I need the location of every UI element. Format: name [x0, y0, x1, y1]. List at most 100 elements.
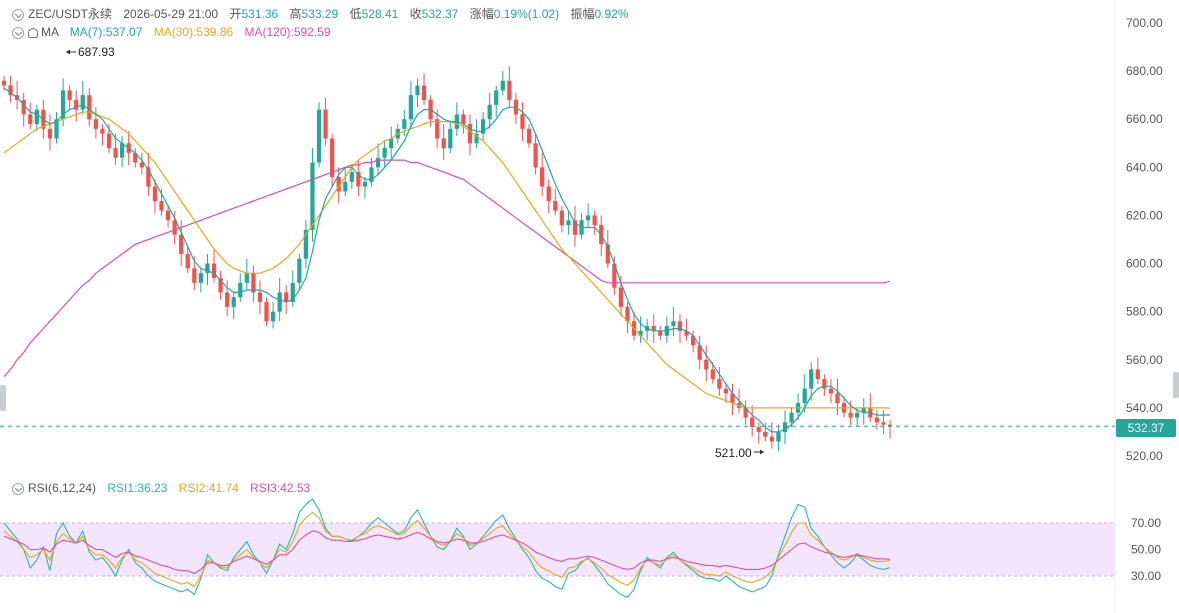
candle — [697, 335, 702, 370]
candle — [34, 104, 39, 132]
rsi-label: RSI(6,12,24) — [28, 481, 97, 495]
candle — [645, 318, 650, 341]
candle — [251, 265, 256, 303]
rsi-axis: 70.00 50.00 30.00 — [1131, 516, 1161, 583]
ma120-line — [3, 159, 891, 378]
rsi1-value: RSI1:36.23 — [107, 481, 168, 495]
symbol-label: ZEC/USDT永续 — [28, 7, 113, 21]
candle — [343, 167, 348, 197]
right-scroll-handle[interactable] — [1173, 372, 1179, 398]
candle — [553, 188, 558, 216]
candle — [625, 302, 630, 334]
change-value: 0.19%(1.02) — [493, 7, 560, 21]
open-value: 531.36 — [241, 7, 279, 21]
candle — [146, 152, 151, 197]
open-label: 开 — [229, 7, 242, 21]
ma120-value: MA(120):592.59 — [244, 25, 331, 39]
candle — [323, 97, 328, 146]
candle — [356, 160, 361, 197]
high-label: 高 — [289, 7, 302, 21]
close-label: 收 — [409, 7, 422, 21]
candle — [487, 92, 492, 129]
price-tick-label: 620.00 — [1126, 208, 1163, 222]
candle — [717, 366, 722, 396]
ma-label: MA — [41, 25, 59, 39]
candle — [244, 258, 249, 291]
collapse-toggle-icon[interactable] — [12, 9, 24, 21]
rsi-tick-label: 50.00 — [1131, 543, 1161, 557]
candle — [152, 179, 158, 214]
candle — [87, 87, 92, 127]
amplitude-value: 0.92% — [594, 7, 629, 21]
candle — [1, 75, 7, 91]
candle — [120, 136, 125, 168]
candle — [835, 379, 840, 416]
candle — [389, 126, 394, 161]
candle — [133, 148, 138, 168]
candle — [448, 121, 453, 153]
candle — [60, 78, 66, 127]
candle — [533, 133, 538, 175]
candle — [198, 268, 204, 293]
low-annotation: 521.00 — [715, 446, 764, 460]
alert-bell-icon[interactable] — [28, 28, 38, 38]
candle — [421, 73, 427, 105]
ma30-value: MA(30):539.86 — [153, 25, 234, 39]
candle — [415, 78, 420, 108]
candle — [316, 102, 322, 168]
candle — [93, 107, 98, 139]
candle — [67, 85, 72, 110]
high-annotation: 687.93 — [66, 45, 115, 59]
candle — [828, 379, 834, 404]
candle — [500, 71, 505, 96]
candle — [690, 330, 696, 353]
candle — [264, 297, 269, 327]
rsi-tick-label: 30.00 — [1131, 569, 1161, 583]
candle — [362, 176, 368, 199]
candle — [211, 249, 217, 283]
candle — [546, 179, 551, 214]
candle — [572, 205, 578, 247]
candle — [408, 80, 414, 129]
candle — [566, 210, 571, 235]
candle — [474, 119, 479, 149]
candle — [861, 398, 866, 425]
candle — [225, 280, 230, 317]
candle — [8, 75, 13, 103]
candle — [559, 205, 564, 233]
candle — [756, 422, 761, 444]
change-label: 涨幅 — [469, 7, 494, 21]
price-tick-label: 520.00 — [1126, 449, 1163, 463]
candle — [763, 422, 768, 442]
candle — [297, 253, 302, 291]
candle — [15, 80, 20, 110]
ma7-value: MA(7):537.07 — [69, 25, 143, 39]
price-tick-label: 640.00 — [1126, 160, 1163, 174]
candle — [74, 90, 79, 122]
price-tick-label: 700.00 — [1126, 16, 1163, 30]
candle — [441, 124, 446, 161]
candle — [743, 400, 748, 425]
rsi-tick-label: 70.00 — [1131, 516, 1161, 530]
ma-collapse-icon[interactable] — [12, 27, 24, 39]
candle — [336, 167, 341, 204]
price-tick-label: 680.00 — [1126, 64, 1163, 78]
rsi3-value: RSI3:42.53 — [250, 481, 311, 495]
left-scroll-handle[interactable] — [0, 385, 6, 411]
candle — [310, 148, 315, 242]
candle — [874, 410, 879, 430]
candle — [494, 85, 499, 117]
rsi-legend: RSI(6,12,24) RSI1:36.23 RSI2:41.74 RSI3:… — [0, 480, 310, 496]
candle — [710, 362, 715, 384]
price-axis: 700.00 680.00 660.00 640.00 620.00 600.00 580.… — [1126, 16, 1163, 463]
candle — [723, 383, 729, 404]
candle — [238, 273, 243, 303]
low-label: 低 — [349, 7, 362, 21]
candle — [704, 345, 709, 382]
rsi-collapse-icon[interactable] — [12, 483, 24, 495]
candle — [47, 114, 53, 151]
price-tick-label: 540.00 — [1126, 401, 1163, 415]
candle — [658, 326, 663, 341]
candle — [881, 410, 886, 435]
